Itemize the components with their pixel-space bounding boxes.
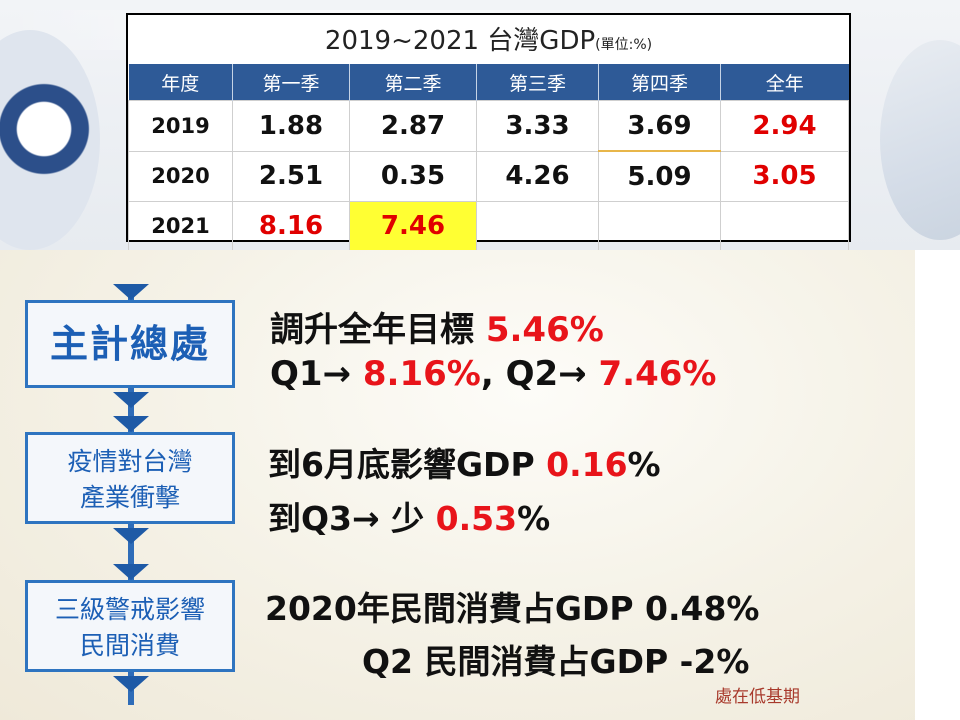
section-box-label: 產業衝擊 xyxy=(79,483,180,512)
header-q3: 第三季 xyxy=(476,64,599,101)
section-box-label: 民間消費 xyxy=(79,631,180,660)
cell-q3: 3.33 xyxy=(476,100,599,152)
q3-impact-suffix: % xyxy=(517,499,551,538)
table-row: 2020 2.51 0.35 4.26 5.09 3.05 xyxy=(128,150,849,202)
cell-q4: 3.69 xyxy=(598,100,721,152)
q3-impact-text: 到Q3→ 少 xyxy=(268,499,436,538)
panel-edge xyxy=(915,250,960,720)
cell-annual: 2.94 xyxy=(720,100,849,152)
decorative-swoosh-right xyxy=(880,40,960,240)
down-arrow-icon xyxy=(113,416,149,432)
gdp-title-text: 2019~2021 台灣GDP xyxy=(324,26,596,56)
gdp-title-unit: (單位:%) xyxy=(595,37,653,53)
decorative-swoosh-left xyxy=(0,30,100,250)
cell-annual: 3.05 xyxy=(720,150,849,202)
header-q4: 第四季 xyxy=(598,64,721,101)
header-year: 年度 xyxy=(128,64,233,101)
section-box-pandemic-impact: 疫情對台灣 產業衝擊 xyxy=(25,432,235,524)
down-arrow-icon xyxy=(113,392,149,408)
down-arrow-icon xyxy=(113,676,149,692)
gdp-table-panel: 2019~2021 台灣GDP(單位:%) 年度 第一季 第二季 第三季 第四季… xyxy=(126,13,851,251)
summary-panel: 主計總處 疫情對台灣 產業衝擊 三級警戒影響 民間消費 調升全年目標 5.46%… xyxy=(0,250,960,720)
low-base-note: 處在低基期 xyxy=(715,687,800,707)
consumption-2020-line: 2020年民間消費占GDP 0.48% xyxy=(265,589,760,628)
annual-target-line: 調升全年目標 5.46% xyxy=(270,302,604,351)
gdp-table: 年度 第一季 第二季 第三季 第四季 全年 2019 1.88 2.87 3.3… xyxy=(128,64,849,251)
annual-target-value: 5.46% xyxy=(485,310,604,350)
table-row: 2021 8.16 7.46 xyxy=(128,201,849,251)
section-box-label: 主計總處 xyxy=(49,322,210,366)
table-row: 2019 1.88 2.87 3.33 3.69 2.94 xyxy=(128,100,849,152)
q3-impact-line: 到Q3→ 少 0.53% xyxy=(268,492,550,540)
q1-value: 8.16% xyxy=(362,354,481,394)
section-box-dgbas: 主計總處 xyxy=(25,300,235,388)
q3-impact-value: 0.53 xyxy=(435,499,518,538)
june-impact-value: 0.16 xyxy=(546,445,628,484)
down-arrow-icon xyxy=(113,284,149,300)
june-impact-text: 到6月底影響GDP xyxy=(268,445,547,484)
june-impact-suffix: % xyxy=(627,445,661,484)
cell-q1: 8.16 xyxy=(232,201,350,251)
gdp-table-title: 2019~2021 台灣GDP(單位:%) xyxy=(128,15,849,64)
down-arrow-icon xyxy=(113,564,149,580)
cell-q1: 1.88 xyxy=(232,100,350,152)
q1-label: Q1→ xyxy=(270,354,363,394)
cell-q2-highlighted: 7.46 xyxy=(349,201,477,251)
consumption-q2-line: Q2 民間消費占GDP -2% xyxy=(362,642,750,681)
section-box-level3-alert: 三級警戒影響 民間消費 xyxy=(25,580,235,672)
cell-q4 xyxy=(598,201,721,251)
cell-year: 2021 xyxy=(128,201,233,251)
cell-q1: 2.51 xyxy=(232,150,350,202)
june-impact-line: 到6月底影響GDP 0.16% xyxy=(268,438,661,486)
q2-value: 7.46% xyxy=(598,354,717,394)
cell-year: 2019 xyxy=(128,100,233,152)
q2-label: , Q2→ xyxy=(480,354,599,394)
section-box-label: 三級警戒影響 xyxy=(54,595,205,624)
cell-year: 2020 xyxy=(128,150,233,202)
table-header-row: 年度 第一季 第二季 第三季 第四季 全年 xyxy=(128,64,849,101)
section-box-label: 疫情對台灣 xyxy=(67,447,193,476)
cell-q3 xyxy=(476,201,599,251)
cell-q3: 4.26 xyxy=(476,150,599,202)
cell-q4: 5.09 xyxy=(598,150,721,202)
cell-annual xyxy=(720,201,849,251)
quarter-growth-line: Q1→ 8.16%, Q2→ 7.46% xyxy=(270,354,716,394)
header-q1: 第一季 xyxy=(232,64,350,101)
annual-target-text: 調升全年目標 xyxy=(270,310,486,350)
header-annual: 全年 xyxy=(720,64,849,101)
down-arrow-icon xyxy=(113,528,149,544)
cell-q2: 0.35 xyxy=(349,150,477,202)
cell-q2: 2.87 xyxy=(349,100,477,152)
header-q2: 第二季 xyxy=(349,64,477,101)
